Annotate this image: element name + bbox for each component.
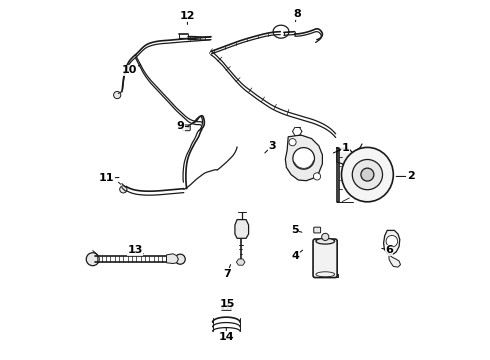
Text: 8: 8	[294, 9, 301, 22]
FancyBboxPatch shape	[314, 227, 320, 233]
Text: 12: 12	[180, 11, 195, 24]
FancyBboxPatch shape	[313, 239, 337, 278]
Text: 2: 2	[396, 171, 415, 181]
Circle shape	[314, 173, 320, 180]
Text: 13: 13	[127, 245, 144, 255]
Polygon shape	[337, 148, 353, 166]
Polygon shape	[384, 230, 400, 255]
Text: 6: 6	[382, 245, 393, 255]
Circle shape	[114, 91, 121, 99]
Polygon shape	[235, 220, 248, 238]
Text: 1: 1	[333, 143, 350, 153]
Text: 11: 11	[98, 173, 119, 183]
Text: 9: 9	[176, 121, 189, 131]
Circle shape	[321, 233, 329, 240]
Text: 10: 10	[122, 65, 141, 75]
Circle shape	[352, 159, 383, 190]
Text: 5: 5	[291, 225, 302, 235]
Polygon shape	[389, 255, 400, 267]
Text: 15: 15	[220, 299, 235, 310]
Text: 3: 3	[265, 141, 276, 153]
Polygon shape	[285, 135, 322, 181]
Polygon shape	[236, 259, 245, 265]
Circle shape	[289, 139, 296, 146]
Circle shape	[361, 168, 374, 181]
Text: 4: 4	[292, 250, 303, 261]
Text: 14: 14	[219, 328, 234, 342]
Ellipse shape	[342, 147, 393, 202]
Circle shape	[386, 235, 398, 247]
FancyBboxPatch shape	[183, 125, 190, 131]
Ellipse shape	[316, 238, 335, 244]
Circle shape	[293, 148, 315, 169]
Circle shape	[175, 254, 185, 264]
Circle shape	[86, 253, 99, 266]
Circle shape	[120, 186, 127, 193]
Polygon shape	[167, 254, 178, 264]
Text: 7: 7	[223, 265, 231, 279]
